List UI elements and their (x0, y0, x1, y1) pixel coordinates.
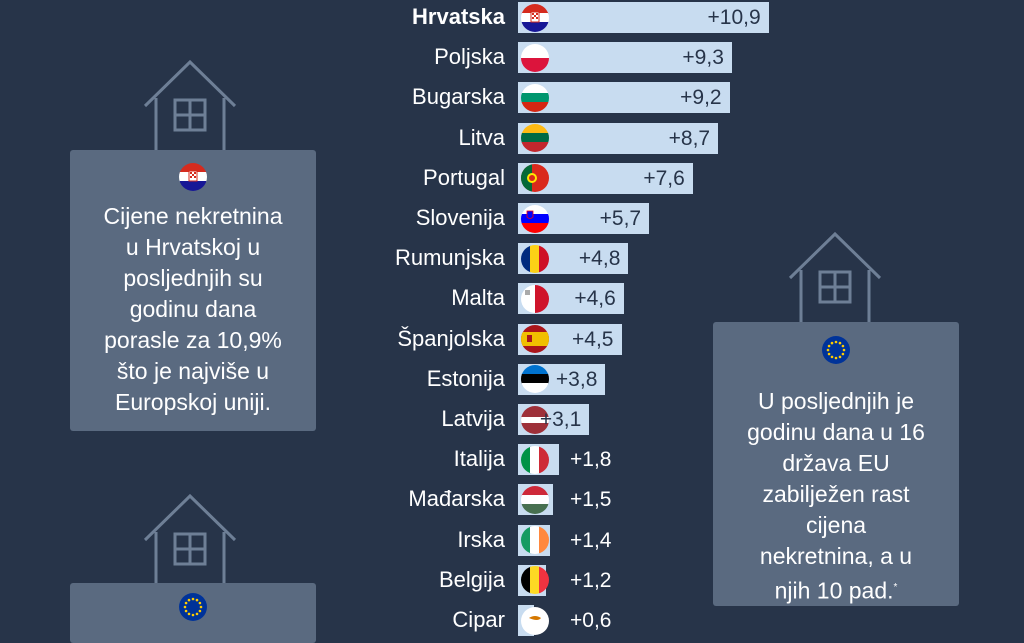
card-text-line: U posljednjih je (758, 388, 914, 414)
country-label: Mađarska (408, 486, 505, 512)
italy-flag-icon (521, 445, 549, 474)
bottom-info-card (70, 583, 316, 643)
eu-flag-icon (822, 336, 850, 364)
value-label: +1,8 (570, 448, 612, 472)
country-label: Španjolska (397, 325, 505, 351)
value-label: +8,7 (668, 126, 711, 150)
eu-info-card: U posljednjih je godinu dana u 16 država E… (713, 322, 959, 606)
cyprus-flag-icon (521, 606, 549, 635)
value-label: +3,1 (539, 408, 582, 431)
country-label: Litva (458, 124, 505, 150)
card-text-line: Cijene nekretnina (103, 203, 283, 229)
card-text-line: godinu dana (129, 296, 257, 322)
bar-chart: Hrvatska +10,9 Poljska +9,3 Bugarska +9,2 Litv… (394, 2, 769, 636)
portugal-flag-icon (521, 164, 549, 193)
house-icon (143, 493, 237, 584)
romania-flag-icon (521, 244, 549, 273)
bar (518, 42, 732, 74)
value-label: +9,3 (682, 46, 724, 70)
bar (518, 122, 719, 154)
card-text-line: cijena (805, 512, 867, 538)
value-label: +7,6 (643, 166, 685, 190)
value-label: +9,2 (680, 86, 722, 110)
card-text-line: država EU (782, 450, 890, 476)
bar (518, 2, 769, 33)
value-label: +4,5 (572, 327, 614, 351)
value-label: +3,8 (555, 367, 598, 391)
country-label: Bugarska (412, 84, 505, 110)
card-text-line: godinu dana u 16 (747, 419, 925, 445)
slovenia-flag-icon (521, 204, 549, 233)
value-label: +5,7 (599, 207, 642, 230)
estonia-flag-icon (521, 365, 549, 394)
poland-flag-icon (521, 43, 549, 72)
croatia-info-card: Cijene nekretnina u Hrvatskoj u posljednji… (70, 150, 316, 431)
country-label: Portugal (423, 164, 505, 190)
lithuania-flag-icon (521, 124, 549, 153)
card-text-line: Europskoj uniji. (115, 389, 271, 415)
spain-flag-icon (521, 325, 549, 354)
value-label: +10,9 (707, 6, 761, 29)
card-text-line: posljednjih su (123, 265, 263, 291)
country-label: Slovenija (415, 205, 505, 230)
ireland-flag-icon (521, 526, 549, 555)
country-label: Rumunjska (394, 245, 505, 271)
bulgaria-flag-icon (521, 83, 549, 112)
country-label: Malta (451, 285, 505, 311)
country-label: Hrvatska (412, 4, 505, 29)
value-label: +1,2 (570, 568, 612, 592)
country-label: Poljska (434, 44, 505, 70)
house-icon (788, 231, 882, 322)
card-text-line: porasle za 10,9% (104, 327, 282, 353)
eu-flag-icon (179, 593, 207, 621)
card-text-line: što je najviše u (116, 358, 270, 384)
croatia-flag-icon (179, 163, 207, 191)
bar (518, 82, 730, 114)
malta-flag-icon (521, 284, 549, 313)
country-label: Irska (457, 526, 505, 552)
country-label: Italija (453, 446, 505, 472)
footnote-mark: * (893, 582, 898, 593)
value-label: +1,4 (570, 528, 612, 552)
card-text-line: u Hrvatskoj u (125, 234, 261, 260)
country-label: Estonija (426, 365, 505, 391)
value-label: +0,6 (570, 609, 612, 632)
house-icon (143, 59, 237, 150)
country-label: Belgija (438, 566, 505, 592)
belgium-flag-icon (521, 566, 549, 595)
card-text-line: njih 10 pad.* (774, 577, 898, 604)
latvia-flag-icon (521, 405, 549, 434)
croatia-flag-icon (521, 3, 549, 32)
card-text-line: nekretnina, a u (759, 543, 913, 569)
hungary-flag-icon (521, 485, 549, 514)
country-label: Latvija (441, 406, 505, 431)
card-text-line: zabilježen rast (762, 481, 910, 507)
value-label: +4,6 (574, 287, 616, 311)
value-label: +1,5 (570, 488, 612, 512)
value-label: +4,8 (578, 247, 621, 271)
